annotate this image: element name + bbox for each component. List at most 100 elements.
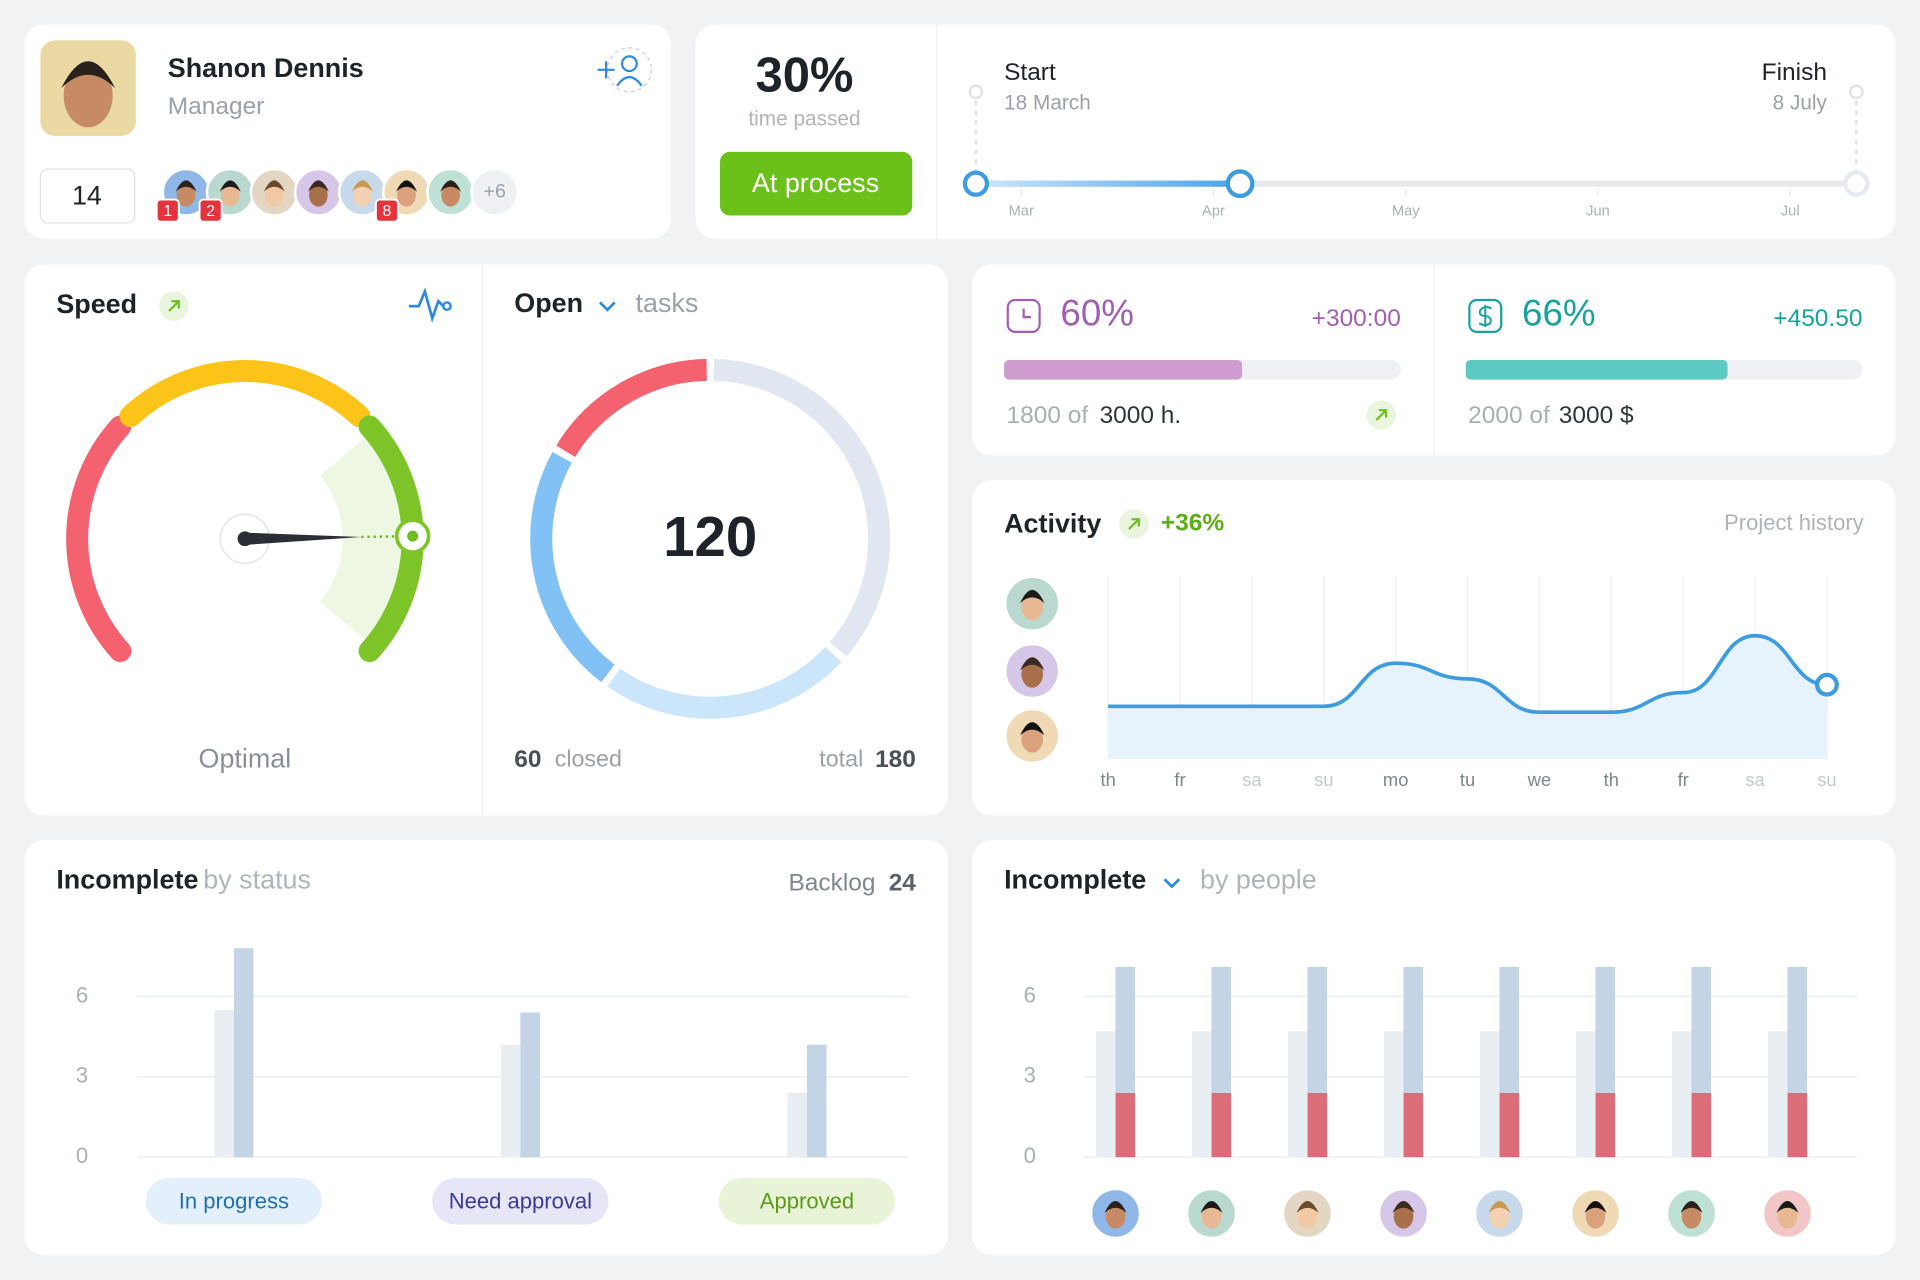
- bar: [1671, 1031, 1692, 1158]
- avatar-face: [220, 183, 240, 207]
- donut-segment: [713, 358, 891, 657]
- closed-count: 60: [514, 746, 541, 773]
- bar: [1595, 1092, 1616, 1158]
- status-pill[interactable]: [145, 1177, 323, 1225]
- bar: [1767, 1031, 1788, 1158]
- avatar-hair: [61, 61, 116, 89]
- donut-segment: [530, 452, 615, 683]
- donut-segment: [607, 646, 842, 719]
- closed-label: closed: [555, 746, 622, 772]
- bar: [1307, 966, 1328, 1093]
- y-tick-label: 6: [76, 982, 88, 1007]
- timeline-marker: [1225, 169, 1255, 199]
- month-label: Apr: [1202, 204, 1225, 220]
- bar: [1095, 1031, 1116, 1158]
- pulse-icon: [442, 301, 452, 312]
- y-tick-label: 3: [76, 1063, 88, 1088]
- avatar-hair: [1584, 1200, 1607, 1213]
- month-label: Jul: [1781, 204, 1800, 220]
- gauge-status: Optimal: [199, 744, 292, 774]
- avatar-hair: [307, 180, 329, 192]
- bar: [1115, 966, 1136, 1093]
- card-title: Open: [514, 288, 583, 318]
- avatar-face: [63, 63, 113, 128]
- clock-icon: [1022, 308, 1032, 319]
- avatar-face: [176, 183, 196, 207]
- member-count: 14: [72, 180, 102, 210]
- timeline-finish-dot: [1843, 170, 1870, 197]
- gauge-needle: [244, 532, 362, 545]
- avatar-face: [1489, 1204, 1510, 1229]
- metric-target: 3000 $: [1559, 402, 1634, 429]
- dollar-icon: [1478, 304, 1492, 327]
- avatar-hair: [1680, 1200, 1703, 1213]
- avatar-hair: [396, 180, 417, 192]
- activity-line: [1108, 633, 1828, 715]
- bar: [1595, 966, 1616, 1093]
- bar: [1691, 1092, 1712, 1158]
- start-label: Start: [1004, 59, 1056, 86]
- badge: [375, 198, 399, 223]
- bar: [1787, 1092, 1808, 1158]
- bar: [233, 948, 254, 1158]
- x-tick-label[interactable]: Need approval: [449, 1188, 592, 1213]
- progress-fill: [1004, 360, 1243, 380]
- backlog-label: Backlog: [788, 870, 875, 897]
- x-tick-label: su: [1314, 769, 1333, 790]
- badge: [198, 198, 223, 223]
- avatar-face: [1297, 1204, 1318, 1229]
- backlog-count: 24: [889, 870, 917, 897]
- more-members: [470, 167, 520, 217]
- card-title: Incomplete: [1004, 865, 1146, 895]
- x-tick-label: fr: [1678, 769, 1689, 790]
- y-tick-label: 6: [1024, 982, 1036, 1007]
- card-subtitle: by people: [1200, 865, 1317, 895]
- x-tick-label[interactable]: In progress: [179, 1188, 289, 1213]
- speed-card: [24, 264, 948, 816]
- card-title: Incomplete: [56, 865, 198, 895]
- bar: [1383, 1031, 1404, 1158]
- avatar-face: [1585, 1204, 1606, 1229]
- avatar-hair: [1020, 589, 1045, 604]
- x-tick-label: mo: [1383, 769, 1409, 790]
- gauge-marker-dot: [407, 530, 419, 542]
- avatar-face: [397, 183, 416, 207]
- x-tick-label: su: [1817, 769, 1836, 790]
- x-tick-label: tu: [1460, 769, 1475, 790]
- avatar-hair: [1296, 1200, 1319, 1213]
- trend-icon: [1375, 409, 1388, 421]
- avatar-hair: [1104, 1200, 1127, 1213]
- card-subtitle: tasks: [636, 288, 699, 318]
- finish-label: Finish: [1762, 59, 1827, 86]
- x-tick-label: fr: [1174, 769, 1185, 790]
- avatar-hair: [219, 180, 241, 192]
- bar: [1403, 966, 1424, 1093]
- gauge-arc: [119, 360, 371, 428]
- y-tick-label: 0: [76, 1143, 88, 1168]
- progress-caption: time passed: [748, 108, 860, 131]
- progress-percent: 30%: [755, 48, 853, 102]
- status-pill[interactable]: [432, 1177, 609, 1225]
- bar: [787, 1092, 807, 1158]
- x-tick-label[interactable]: Approved: [760, 1188, 854, 1213]
- x-tick-label: th: [1604, 769, 1619, 790]
- avatar-face: [264, 183, 284, 207]
- status-label[interactable]: At process: [752, 168, 879, 198]
- month-label: Jun: [1586, 204, 1610, 220]
- bar: [1479, 1031, 1500, 1158]
- badge: [155, 198, 180, 223]
- dropdown-icon[interactable]: [1163, 878, 1181, 889]
- avatar-face: [309, 183, 328, 207]
- project-history-link[interactable]: Project history: [1724, 510, 1864, 535]
- status-button[interactable]: [720, 151, 913, 216]
- avatar-face: [441, 183, 460, 207]
- dropdown-icon[interactable]: [599, 301, 616, 312]
- avatar-hair: [175, 180, 197, 192]
- trend-icon: [1128, 518, 1140, 530]
- total-label: total: [819, 746, 863, 772]
- avatar-hair: [1020, 657, 1045, 671]
- x-tick-label: sa: [1242, 769, 1262, 790]
- status-pill[interactable]: [718, 1177, 896, 1225]
